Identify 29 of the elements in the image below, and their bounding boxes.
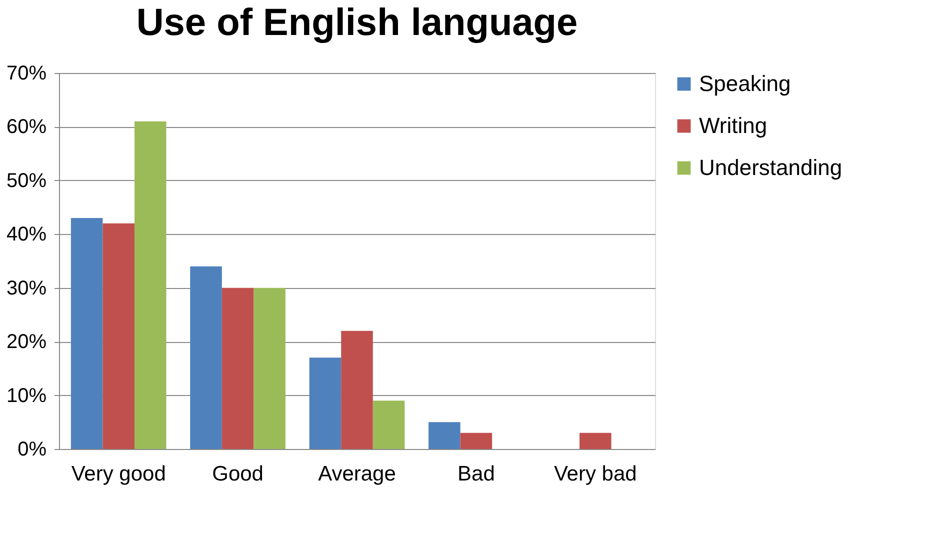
bar bbox=[428, 422, 460, 449]
legend-label: Understanding bbox=[699, 155, 842, 180]
legend-label: Speaking bbox=[699, 71, 791, 96]
bar bbox=[309, 358, 342, 449]
chart-title: Use of English language bbox=[136, 2, 578, 44]
bar bbox=[70, 218, 103, 449]
y-tick-label: 30% bbox=[6, 277, 47, 300]
x-tick-label: Good bbox=[212, 462, 264, 486]
bar bbox=[372, 400, 405, 449]
x-tick-label: Very bad bbox=[554, 462, 637, 486]
bar bbox=[102, 223, 134, 449]
x-tick-label: Bad bbox=[458, 462, 495, 486]
bar bbox=[341, 330, 373, 449]
bar bbox=[134, 121, 166, 449]
x-tick-label: Average bbox=[318, 462, 396, 486]
y-tick-label: 10% bbox=[6, 384, 47, 407]
y-tick-label: 40% bbox=[6, 224, 47, 246]
legend-label: Writing bbox=[699, 113, 768, 138]
bar bbox=[190, 266, 222, 449]
x-tick-label: Very good bbox=[71, 462, 166, 486]
bar bbox=[254, 288, 286, 449]
y-tick-label: 0% bbox=[18, 438, 47, 460]
y-tick-label: 50% bbox=[6, 170, 47, 192]
y-tick-label: 20% bbox=[6, 331, 47, 354]
y-tick-label: 60% bbox=[6, 116, 47, 138]
bar bbox=[580, 432, 612, 449]
y-tick-label: 70% bbox=[6, 62, 47, 84]
bar bbox=[222, 288, 254, 449]
bar bbox=[460, 432, 492, 449]
